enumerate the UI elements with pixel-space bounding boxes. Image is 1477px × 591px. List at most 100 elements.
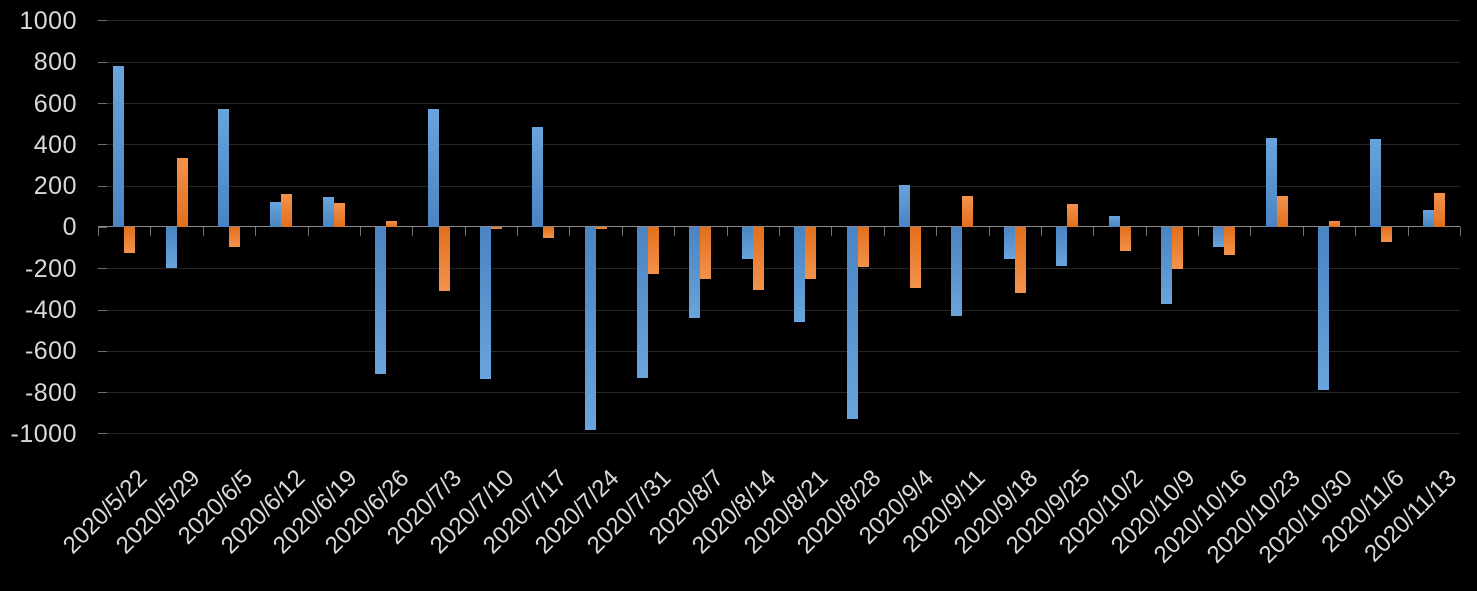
- bar-blue-2020/11/13: [1422, 210, 1434, 228]
- y-axis-label: 0: [62, 213, 77, 242]
- bar-blue-2020/10/23: [1265, 138, 1277, 228]
- bar-orange-2020/10/30: [1329, 221, 1341, 228]
- y-axis-tick: [98, 309, 107, 311]
- x-axis-tick: [674, 227, 676, 237]
- bar-blue-2020/10/9: [1160, 226, 1172, 304]
- bar-blue-2020/8/21: [794, 226, 806, 322]
- gridline: [98, 350, 1460, 352]
- x-axis-tick: [831, 227, 833, 237]
- y-axis-tick: [98, 350, 107, 352]
- x-axis-tick: [464, 227, 466, 237]
- bar-orange-2020/6/5: [228, 226, 240, 247]
- bar-blue-2020/6/12: [270, 202, 282, 228]
- x-axis-tick: [779, 227, 780, 237]
- bar-orange-2020/9/4: [909, 226, 921, 288]
- gridline: [98, 61, 1460, 63]
- x-axis-tick: [307, 227, 309, 237]
- bar-blue-2020/8/7: [689, 226, 701, 318]
- gridline: [98, 268, 1460, 270]
- bar-blue-2020/5/22: [113, 66, 125, 228]
- bar-blue-2020/10/16: [1213, 226, 1225, 247]
- bar-orange-2020/8/7: [700, 226, 712, 279]
- gridline: [98, 20, 1460, 22]
- bar-orange-2020/7/31: [648, 226, 660, 274]
- x-axis-tick: [1407, 227, 1409, 237]
- y-axis-tick: [98, 103, 107, 104]
- y-axis-label: 800: [33, 48, 77, 77]
- bar-orange-2020/10/2: [1119, 226, 1131, 251]
- y-axis-tick: [98, 433, 107, 435]
- bar-blue-2020/9/11: [951, 226, 963, 316]
- y-axis-label: 600: [33, 89, 77, 118]
- x-axis-tick: [412, 227, 414, 237]
- bar-orange-2020/6/19: [333, 203, 345, 228]
- y-axis-label: 200: [33, 172, 77, 201]
- x-axis-tick: [569, 227, 571, 237]
- x-axis-tick: [726, 227, 728, 237]
- bar-orange-2020/11/13: [1433, 193, 1445, 228]
- y-axis-tick: [98, 20, 107, 22]
- y-axis-label: 400: [33, 130, 77, 159]
- x-axis-tick: [883, 227, 885, 237]
- bar-orange-2020/6/12: [281, 194, 293, 228]
- bar-blue-2020/7/17: [532, 127, 544, 228]
- bar-orange-2020/7/10: [490, 226, 502, 229]
- y-axis-tick: [98, 61, 107, 63]
- x-axis-tick: [255, 227, 257, 237]
- y-axis-label: -400: [24, 296, 77, 324]
- bar-orange-2020/5/22: [124, 226, 136, 253]
- gridline: [98, 185, 1460, 187]
- bar-blue-2020/9/4: [898, 185, 910, 228]
- x-axis-tick: [150, 227, 152, 237]
- y-axis-label: -600: [24, 337, 77, 366]
- gridline: [98, 309, 1460, 311]
- x-axis-tick: [98, 227, 99, 237]
- bar-orange-2020/7/17: [543, 226, 555, 238]
- bar-orange-2020/8/14: [752, 226, 764, 290]
- x-axis-tick: [1460, 227, 1461, 237]
- bar-orange-2020/11/6: [1381, 226, 1393, 242]
- x-axis-tick: [1355, 227, 1357, 237]
- bar-blue-2020/7/24: [584, 226, 596, 430]
- y-axis-tick: [98, 185, 107, 187]
- bar-orange-2020/8/28: [857, 226, 869, 267]
- bar-blue-2020/5/29: [165, 226, 177, 268]
- gridline: [98, 144, 1460, 146]
- y-axis-label: 1000: [19, 6, 77, 35]
- bar-blue-2020/6/26: [375, 226, 387, 374]
- x-axis-tick: [1093, 227, 1095, 237]
- bar-blue-2020/7/31: [637, 226, 649, 378]
- bar-blue-2020/7/10: [479, 226, 491, 379]
- bar-orange-2020/10/23: [1276, 196, 1288, 228]
- x-axis-tick: [1145, 227, 1147, 237]
- x-axis-tick: [1302, 227, 1304, 237]
- bar-blue-2020/6/19: [322, 197, 334, 228]
- bar-orange-2020/5/29: [176, 158, 188, 228]
- bar-orange-2020/6/26: [386, 221, 398, 228]
- bar-blue-2020/9/18: [1003, 226, 1015, 259]
- y-axis-tick: [98, 392, 107, 394]
- gridline: [98, 392, 1460, 394]
- bar-orange-2020/7/3: [438, 226, 450, 291]
- x-axis-tick: [936, 227, 938, 237]
- bar-orange-2020/9/18: [1014, 226, 1026, 293]
- bar-orange-2020/10/9: [1171, 226, 1183, 269]
- bar-blue-2020/10/30: [1318, 226, 1330, 390]
- x-axis-tick: [1198, 227, 1200, 237]
- y-axis-label: -200: [24, 254, 77, 283]
- x-axis-tick: [621, 227, 623, 237]
- gridline: [98, 433, 1460, 435]
- bar-blue-2020/6/5: [217, 109, 229, 228]
- bar-orange-2020/9/25: [1067, 204, 1079, 228]
- y-axis-tick: [98, 226, 107, 228]
- bar-blue-2020/8/28: [846, 226, 858, 419]
- x-axis-tick: [202, 227, 204, 237]
- bar-orange-2020/10/16: [1224, 226, 1236, 255]
- bar-orange-2020/7/24: [595, 226, 607, 229]
- bar-orange-2020/8/21: [805, 226, 817, 279]
- x-axis-tick: [359, 227, 361, 237]
- x-axis-tick: [517, 227, 519, 237]
- gridline: [98, 103, 1460, 104]
- y-axis-tick: [98, 268, 107, 270]
